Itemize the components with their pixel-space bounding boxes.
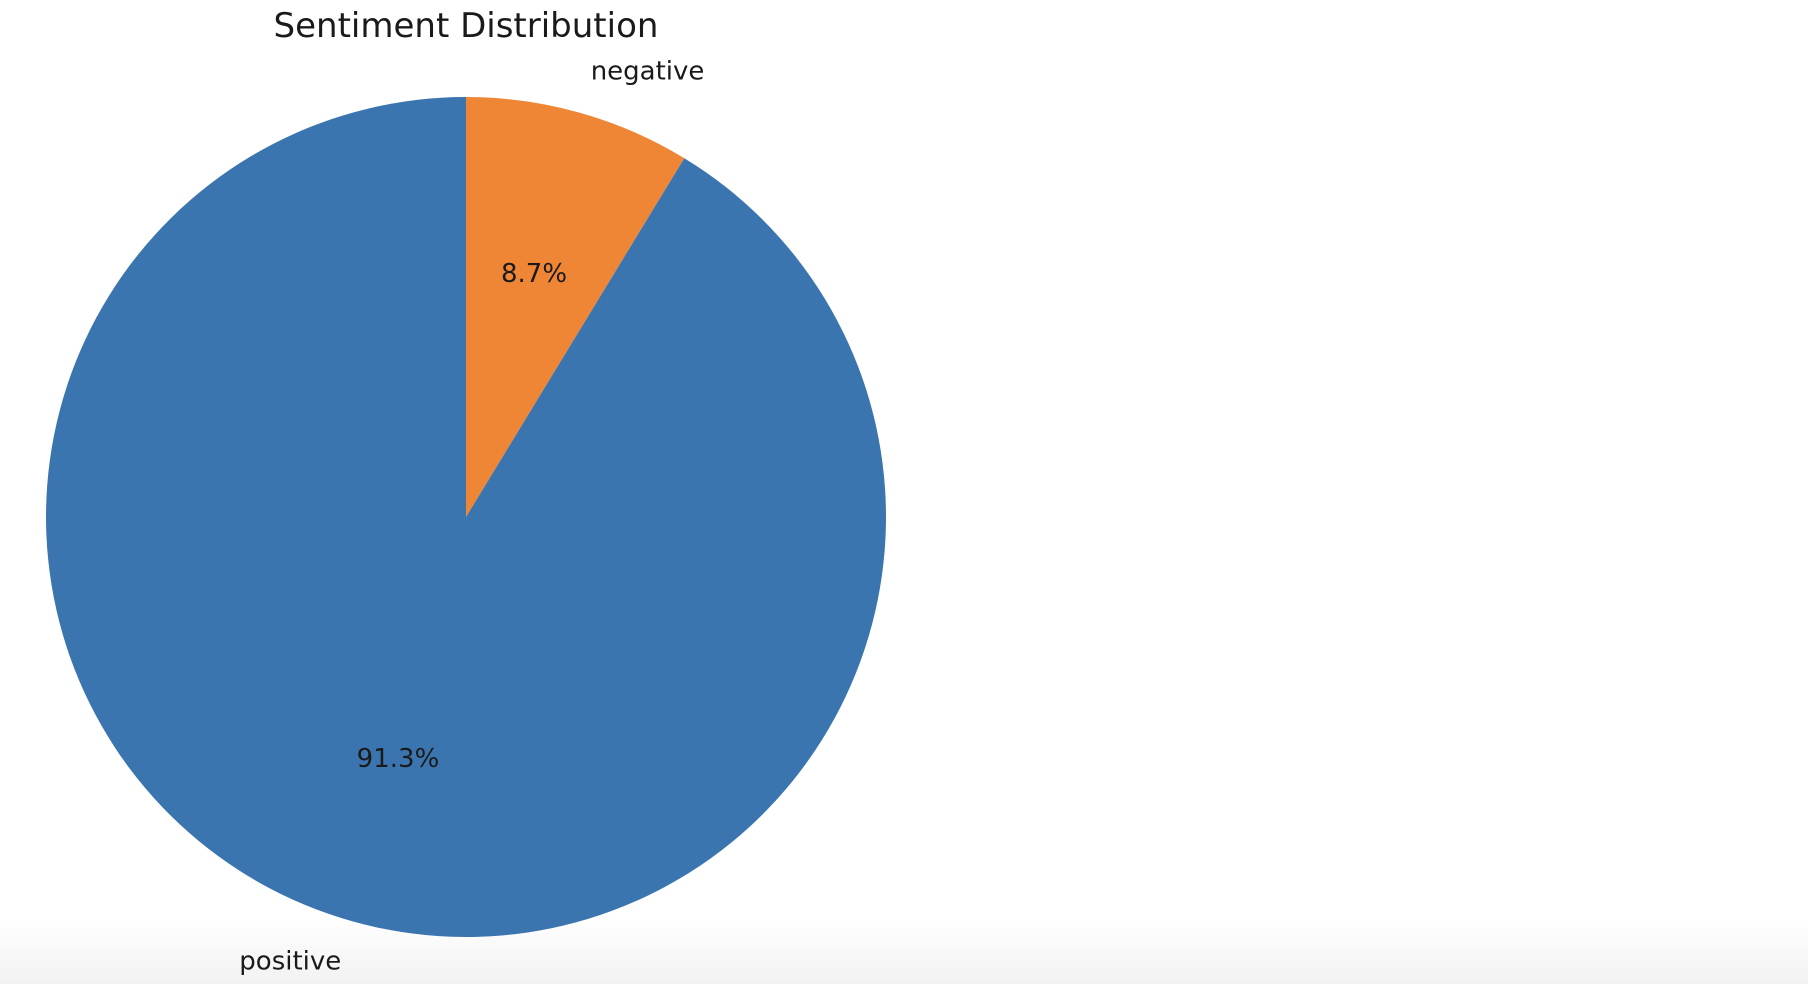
bottom-shadow <box>0 918 1808 984</box>
pie-slice-negative <box>466 97 685 517</box>
pie-labels: 8.7% negative 91.3% positive <box>239 57 704 977</box>
pie-slice-positive <box>45 97 886 937</box>
pie-pct-label-negative: 8.7% <box>501 259 567 289</box>
chart-title: Sentiment Distribution <box>274 6 659 46</box>
pie-pct-label-positive: 91.3% <box>357 744 440 774</box>
pie-category-label-negative: negative <box>591 57 705 87</box>
pie-category-label-positive: positive <box>239 946 341 976</box>
pie-slices <box>45 97 886 937</box>
